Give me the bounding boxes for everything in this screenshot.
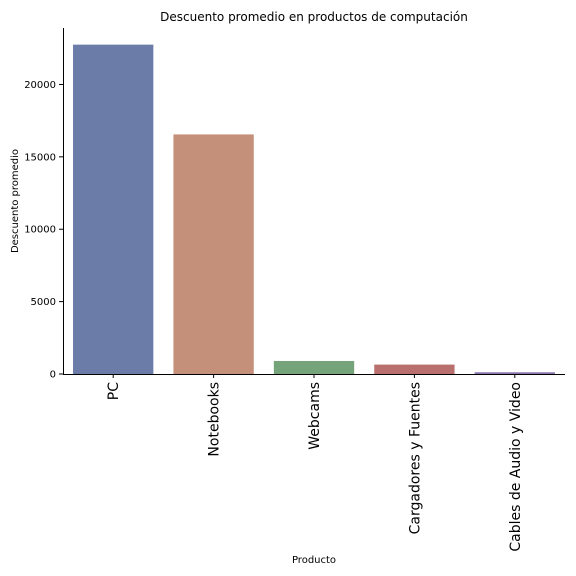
bar-0 (73, 44, 154, 375)
bar-2 (273, 360, 355, 374)
bar-1 (173, 134, 254, 374)
y-tick-label-0: 0 (50, 370, 56, 381)
y-tick-label-2: 10000 (24, 225, 56, 236)
bars-group (73, 44, 555, 375)
bar-3 (374, 364, 455, 374)
x-axis-ticks: PC Notebooks Webcams Cargadores y Fuentes Ca… (106, 374, 524, 552)
y-tick-label-1: 5000 (31, 297, 56, 308)
y-tick-label-4: 20000 (24, 80, 56, 91)
x-tick-label-4: Cables de Audio y Video (508, 382, 524, 552)
x-tick-label-2: Webcams (307, 382, 323, 450)
bar-4 (474, 372, 555, 374)
x-axis-label: Producto (292, 555, 336, 566)
y-axis-ticks: 0 5000 10000 15000 20000 (24, 80, 63, 381)
chart-title: Descuento promedio en productos de compu… (160, 10, 468, 24)
x-tick-label-0: PC (106, 382, 122, 400)
y-axis-label: Descuento promedio (10, 149, 21, 253)
x-tick-label-3: Cargadores y Fuentes (407, 382, 423, 534)
y-tick-label-3: 15000 (24, 152, 56, 163)
x-tick-label-1: Notebooks (207, 382, 223, 457)
